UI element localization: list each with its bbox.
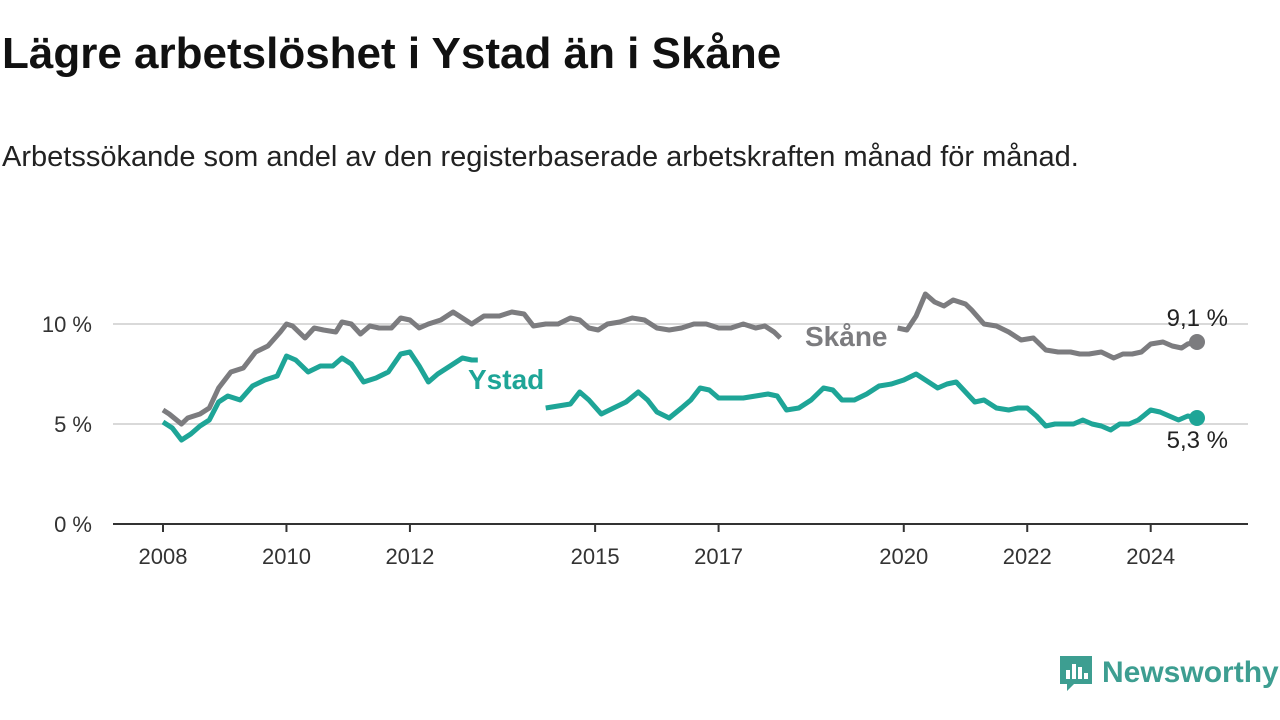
x-tick-label: 2010 xyxy=(262,544,311,569)
series-lines xyxy=(161,291,1205,443)
x-tick-label: 2022 xyxy=(1003,544,1052,569)
x-tick-label: 2024 xyxy=(1126,544,1175,569)
newsworthy-logo-icon xyxy=(1060,656,1092,691)
x-tick-label: 2020 xyxy=(879,544,928,569)
series-label-skane: Skåne xyxy=(805,321,888,352)
brand-name: Newsworthy xyxy=(1102,656,1279,689)
x-tick-label: 2008 xyxy=(139,544,188,569)
series-line-ystad xyxy=(161,349,1198,443)
x-axis-ticks: 2008 2010 2012 2015 2017 2020 2022 2024 xyxy=(139,524,1175,569)
x-tick-label: 2012 xyxy=(385,544,434,569)
x-tick-label: 2015 xyxy=(571,544,620,569)
chart-title: Lägre arbetslöshet i Ystad än i Skåne xyxy=(2,29,782,78)
y-tick-label: 0 % xyxy=(54,512,92,537)
end-label-skane: 9,1 % xyxy=(1167,305,1228,332)
brand[interactable]: Newsworthy xyxy=(1058,654,1279,692)
series-line-skåne xyxy=(161,291,1198,427)
y-tick-label: 10 % xyxy=(42,312,92,337)
end-point-skåne xyxy=(1189,334,1205,350)
series-label-ystad: Ystad xyxy=(468,364,544,395)
end-point-ystad xyxy=(1189,410,1205,426)
y-tick-label: 5 % xyxy=(54,412,92,437)
x-tick-label: 2017 xyxy=(694,544,743,569)
end-label-ystad: 5,3 % xyxy=(1167,427,1228,454)
series-labels: Skåne Ystad 9,1 % 5,3 % xyxy=(468,305,1228,454)
y-axis-ticks: 0 % 5 % 10 % xyxy=(42,312,92,537)
chart-subtitle: Arbetssökande som andel av den registerb… xyxy=(2,141,1079,173)
